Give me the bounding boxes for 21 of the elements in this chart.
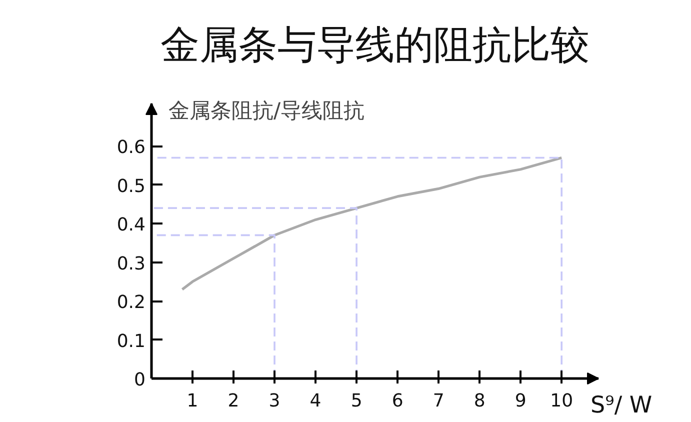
y-tick-label: 0.6 [116,137,146,158]
x-axis-title: S⁹/ W [590,392,652,418]
x-tick-label: 3 [268,390,280,412]
x-tick-label: 8 [474,390,486,412]
y-tick-label: 0.1 [116,330,146,352]
x-tick-label: 10 [550,390,574,412]
x-tick-label: 5 [350,390,362,412]
x-tick-label: 1 [186,390,198,412]
y-axis-title: 金属条阻抗/导线阻抗 [168,98,365,122]
line-series [180,156,563,291]
y-tick-label: 0 [134,370,146,390]
x-tick-label: 9 [514,390,526,412]
x-tick-label: 6 [392,390,404,412]
x-tick-label: 7 [432,390,444,412]
y-tick-label: 0.2 [116,292,146,314]
x-tick-label: 4 [310,390,322,412]
chart-title: 金属条与导线的阻抗比较 [160,23,590,68]
y-tick-label: 0.3 [116,253,146,274]
y-tick-label: 0.4 [116,214,146,236]
x-tick-label: 2 [228,390,240,412]
y-tick-label: 0.5 [116,176,146,197]
